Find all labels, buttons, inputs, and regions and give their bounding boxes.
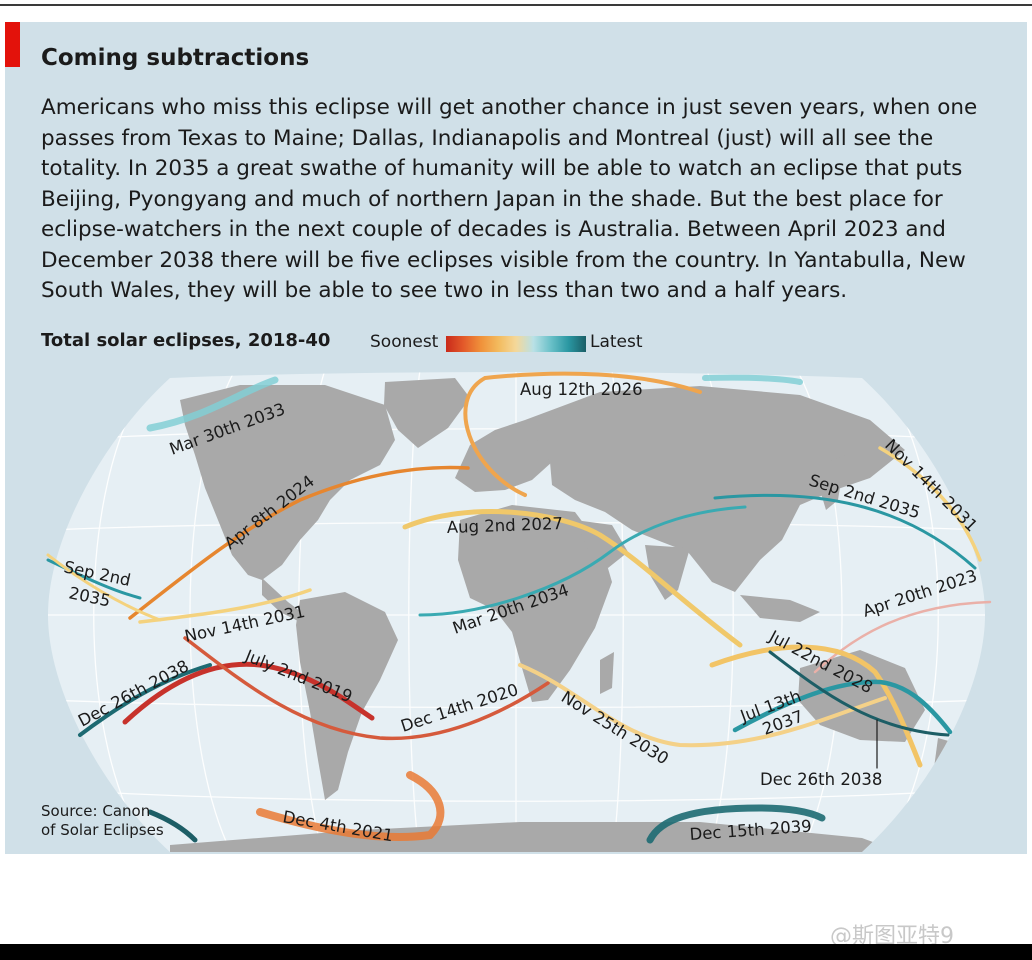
path-dec-2038-b bbox=[768, 650, 950, 737]
madagascar bbox=[600, 652, 614, 694]
japan bbox=[820, 455, 845, 510]
antarctica bbox=[170, 822, 900, 852]
asia bbox=[525, 386, 905, 592]
eclipse-paths bbox=[46, 371, 992, 844]
label-aug-2026: Aug 12th 2026 bbox=[520, 380, 643, 399]
arabia bbox=[575, 520, 628, 568]
top-rule bbox=[0, 4, 1032, 6]
path-nov-2030 bbox=[518, 663, 887, 748]
europe bbox=[455, 420, 552, 492]
source-line-2: of Solar Eclipses bbox=[41, 821, 164, 839]
source-line-1: Source: Canon bbox=[41, 802, 151, 820]
path-jul-2019 bbox=[122, 661, 375, 725]
path-nov-2031 bbox=[878, 446, 982, 562]
source-note: Source: Canon of Solar Eclipses bbox=[41, 802, 201, 840]
path-apr-2023 bbox=[813, 600, 992, 674]
path-mar-2033-b bbox=[702, 374, 803, 385]
path-sep-2035-w bbox=[46, 558, 142, 600]
north-america bbox=[180, 385, 395, 580]
path-apr-2024 bbox=[128, 465, 470, 620]
south-america bbox=[296, 592, 398, 800]
label-aug-2027: Aug 2nd 2027 bbox=[446, 514, 563, 537]
legend-latest-label: Latest bbox=[590, 332, 643, 352]
india bbox=[645, 545, 690, 600]
legend-soonest-label: Soonest bbox=[370, 332, 439, 352]
path-jul-2037 bbox=[732, 679, 953, 735]
path-sep-2035-w2 bbox=[46, 553, 162, 622]
legend-color-scale bbox=[446, 336, 586, 352]
path-nov-2031-w bbox=[138, 588, 312, 624]
path-jul-2028 bbox=[709, 644, 923, 768]
path-dec-2038-a bbox=[78, 663, 212, 737]
greenland bbox=[384, 378, 470, 448]
se-asia-islands bbox=[740, 595, 820, 622]
path-dec-2039 bbox=[646, 804, 826, 844]
path-dec-2038-sw bbox=[147, 809, 198, 843]
path-mar-2033 bbox=[146, 376, 279, 432]
chart-title: Total solar eclipses, 2018-40 bbox=[41, 330, 331, 351]
red-tag bbox=[5, 22, 20, 67]
path-mar-2034 bbox=[418, 505, 747, 617]
path-sep-2035 bbox=[713, 493, 977, 570]
path-dec-2021 bbox=[256, 771, 445, 842]
figure-description: Americans who miss this eclipse will get… bbox=[41, 95, 978, 303]
figure-title: Coming subtractions bbox=[41, 45, 310, 71]
path-aug-2026 bbox=[463, 371, 702, 497]
africa bbox=[458, 505, 612, 702]
path-dec-2020 bbox=[183, 636, 550, 741]
bottom-bar bbox=[0, 944, 1032, 960]
path-aug-2027 bbox=[402, 509, 743, 648]
label-dec-2038-b: Dec 26th 2038 bbox=[760, 770, 882, 789]
